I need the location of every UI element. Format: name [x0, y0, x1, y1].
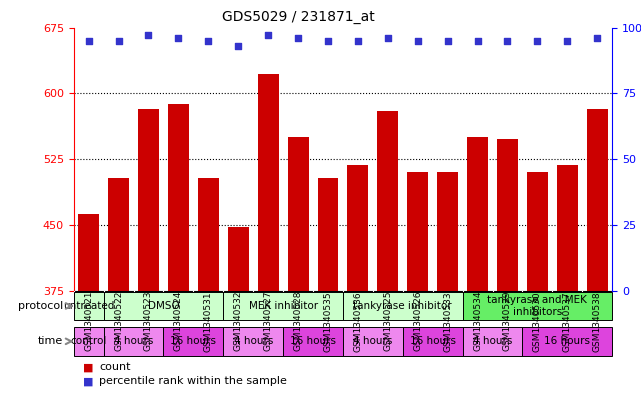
Bar	[168, 104, 189, 291]
Point	[293, 35, 303, 41]
Point	[113, 37, 124, 44]
Bar	[78, 213, 99, 291]
Bar	[223, 327, 283, 356]
Point	[263, 32, 273, 39]
Text: untreated: untreated	[63, 301, 114, 311]
Text: GSM1340524: GSM1340524	[174, 291, 183, 351]
Point	[173, 35, 183, 41]
Bar	[104, 327, 163, 356]
Text: 16 hours: 16 hours	[544, 336, 590, 346]
Text: MEK inhibitor: MEK inhibitor	[249, 301, 318, 311]
Text: GSM1340538: GSM1340538	[593, 291, 602, 351]
Text: 16 hours: 16 hours	[290, 336, 336, 346]
Text: GSM1340532: GSM1340532	[234, 291, 243, 351]
Text: GSM1340525: GSM1340525	[383, 291, 392, 351]
Text: GSM1340531: GSM1340531	[204, 291, 213, 351]
Point	[503, 37, 513, 44]
Bar	[343, 327, 403, 356]
Bar	[557, 165, 578, 291]
Bar	[108, 178, 129, 291]
Text: protocol: protocol	[18, 301, 63, 311]
Text: 16 hours: 16 hours	[171, 336, 217, 346]
Text: count: count	[99, 362, 131, 373]
Point	[353, 37, 363, 44]
Text: ■: ■	[83, 362, 94, 373]
Text: GSM1340530: GSM1340530	[533, 291, 542, 351]
Text: GSM1340527: GSM1340527	[263, 291, 272, 351]
Bar	[283, 327, 343, 356]
Bar	[104, 292, 223, 320]
Bar	[138, 109, 159, 291]
Text: 4 hours: 4 hours	[114, 336, 153, 346]
Text: time: time	[38, 336, 63, 346]
Point	[203, 37, 213, 44]
Bar	[463, 327, 522, 356]
Point	[413, 37, 423, 44]
Bar	[163, 327, 223, 356]
Bar	[522, 327, 612, 356]
Point	[323, 37, 333, 44]
Bar	[527, 172, 548, 291]
Bar	[198, 178, 219, 291]
Text: 4 hours: 4 hours	[473, 336, 512, 346]
Bar	[317, 178, 338, 291]
Bar	[378, 111, 398, 291]
Text: GSM1340526: GSM1340526	[413, 291, 422, 351]
Text: GSM1340523: GSM1340523	[144, 291, 153, 351]
Bar	[437, 172, 458, 291]
Point	[233, 43, 244, 49]
Point	[532, 37, 542, 44]
Text: percentile rank within the sample: percentile rank within the sample	[99, 376, 287, 386]
Text: GSM1340537: GSM1340537	[563, 291, 572, 351]
Point	[592, 35, 603, 41]
Text: GSM1340534: GSM1340534	[473, 291, 482, 351]
Text: GSM1340535: GSM1340535	[324, 291, 333, 351]
Text: GSM1340529: GSM1340529	[503, 291, 512, 351]
Bar	[258, 74, 279, 291]
Bar	[74, 327, 104, 356]
Point	[562, 37, 572, 44]
Text: tankyrase inhibitor: tankyrase inhibitor	[353, 301, 452, 311]
Bar	[223, 292, 343, 320]
Text: DMSO: DMSO	[147, 301, 179, 311]
Text: control: control	[71, 336, 107, 346]
Point	[83, 37, 94, 44]
Text: GSM1340522: GSM1340522	[114, 291, 123, 351]
Text: GDS5029 / 231871_at: GDS5029 / 231871_at	[222, 9, 374, 24]
Point	[383, 35, 393, 41]
Text: GSM1340533: GSM1340533	[443, 291, 452, 351]
Text: 4 hours: 4 hours	[233, 336, 273, 346]
Point	[472, 37, 483, 44]
Bar	[587, 109, 608, 291]
Bar	[403, 327, 463, 356]
Bar	[343, 292, 463, 320]
Text: GSM1340528: GSM1340528	[294, 291, 303, 351]
Bar	[467, 137, 488, 291]
Bar	[497, 139, 518, 291]
Bar	[347, 165, 369, 291]
Text: tankyrase and MEK
inhibitors: tankyrase and MEK inhibitors	[487, 295, 587, 317]
Bar	[228, 227, 249, 291]
Text: GSM1340536: GSM1340536	[353, 291, 362, 351]
Bar	[288, 137, 308, 291]
Bar	[463, 292, 612, 320]
Point	[442, 37, 453, 44]
Text: 16 hours: 16 hours	[410, 336, 456, 346]
Bar	[407, 172, 428, 291]
Text: ■: ■	[83, 376, 94, 386]
Bar	[74, 292, 104, 320]
Text: GSM1340521: GSM1340521	[84, 291, 93, 351]
Text: 4 hours: 4 hours	[353, 336, 392, 346]
Point	[144, 32, 154, 39]
